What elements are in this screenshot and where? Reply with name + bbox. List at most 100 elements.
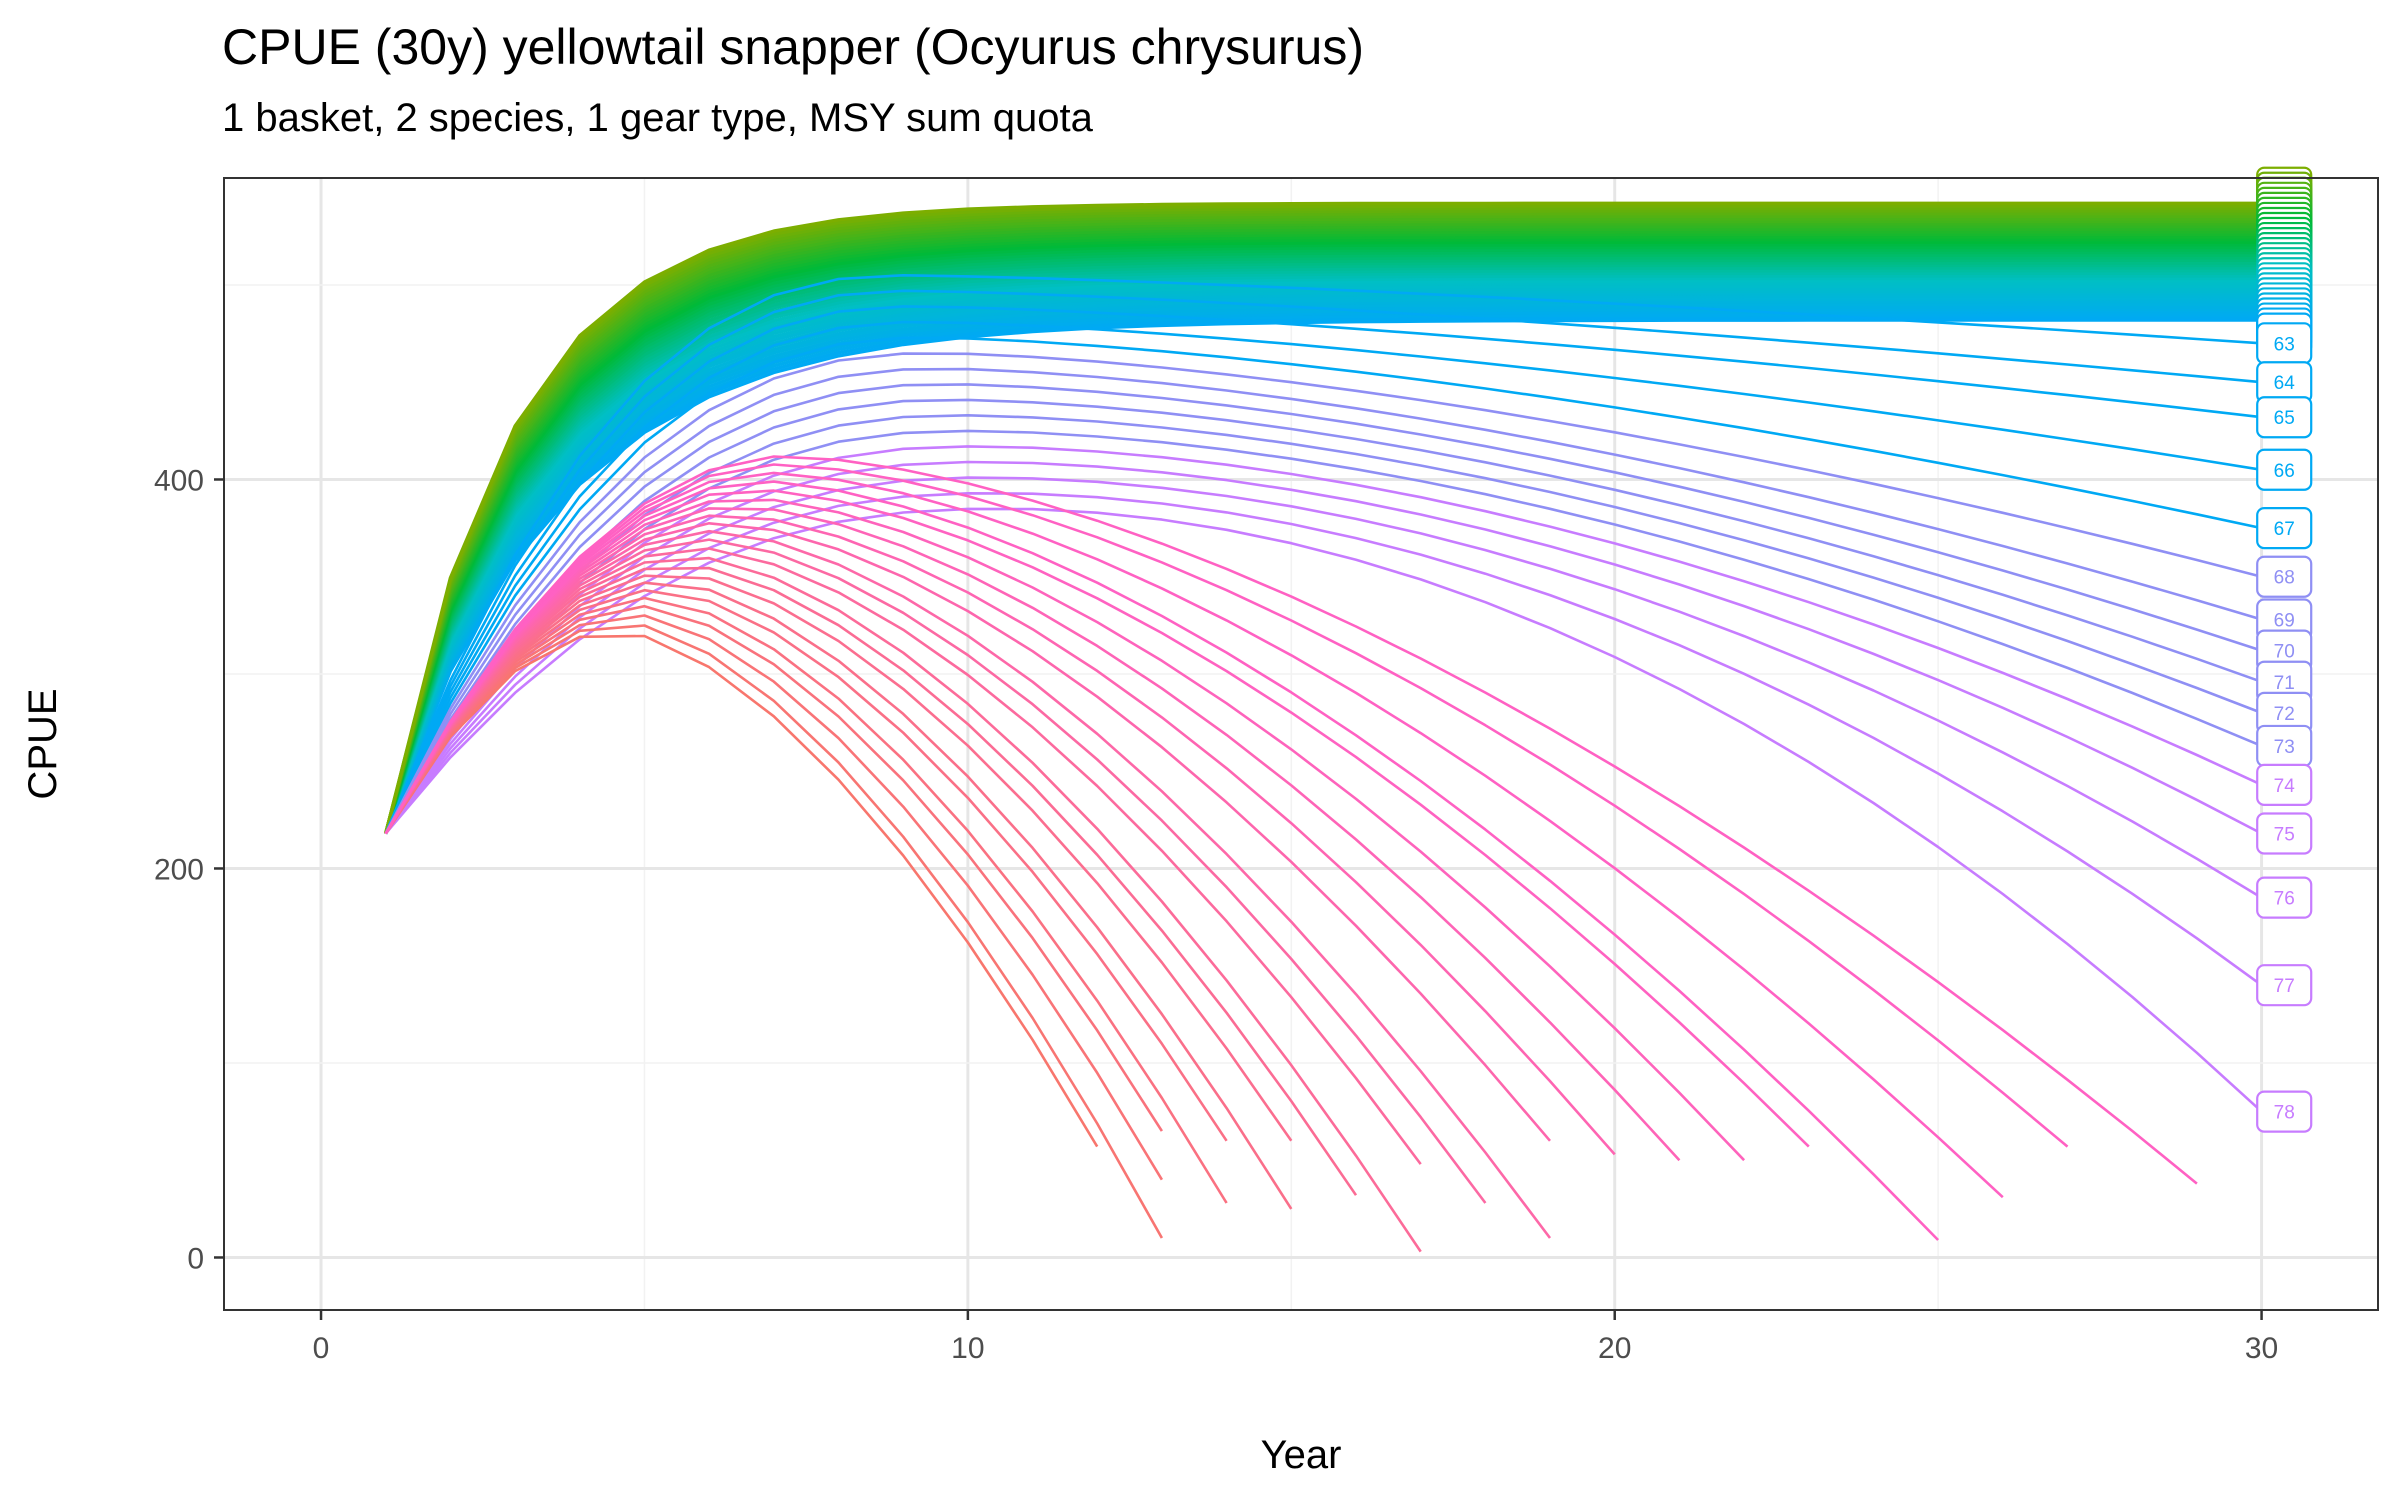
labeled-series-line [384,305,2262,835]
plateau-series-line [384,230,2262,834]
labeled-series-line [384,383,2263,835]
axis-layer: 0 10 20 30 0 200 400 [154,464,2278,1365]
labeled-series-line [384,352,2262,835]
end-label-text: 78 [2274,1103,2295,1124]
plateau-series-line [384,209,2262,834]
plateau-series-line [384,227,2262,834]
plateau-series-line [384,201,2262,834]
labeled-series-line [384,274,2262,835]
plateau-series-line [384,282,2262,835]
plateau-series-line [384,258,2262,835]
labeled-series-line [384,289,2262,835]
plateau-series-line [384,237,2262,834]
plateau-series-line [384,206,2262,834]
end-label-text: 74 [2274,776,2296,797]
plateau-series-line [384,256,2262,834]
plateau-series-line [384,240,2262,834]
end-label-text: 73 [2274,737,2295,758]
collapsing-series-line [384,614,1164,1181]
labeled-series-line [384,476,2263,899]
collapsing-series-line [384,529,1552,1239]
end-label-box [2256,876,2313,919]
plateau-series-line [384,248,2262,834]
y-tick-label: 0 [187,1242,204,1275]
end-label-text: 70 [2274,642,2295,663]
plateau-series-line [384,204,2262,834]
collapsing-series-line [384,538,1487,1204]
y-tick-label: 400 [154,464,204,497]
x-axis-title: Year [1261,1433,1342,1477]
end-label-text: 72 [2274,704,2295,725]
plateau-series-line [384,315,2262,835]
end-label-text: 76 [2274,889,2295,910]
end-label-box [2256,812,2313,855]
labeled-series-line [384,507,2263,1113]
end-label-text: 64 [2274,373,2296,394]
collapsing-series-line [384,556,1422,1253]
chart-title: CPUE (30y) yellowtail snapper (Ocyurus c… [222,19,1365,75]
end-label-box [2256,964,2313,1007]
labeled-series-line [384,445,2263,835]
x-tick-label: 30 [2245,1332,2278,1365]
labeled-series-line [384,320,2262,835]
x-tick-label: 0 [313,1332,330,1365]
labeled-series-line [384,336,2262,835]
end-label-box [2256,396,2313,439]
plateau-series-line [384,271,2262,835]
labeled-series-line [384,398,2263,835]
plateau-series-line [384,297,2262,835]
plateau-series-line [384,253,2262,834]
end-label-text: 65 [2274,408,2295,429]
end-label-text: 69 [2274,611,2295,632]
plateau-series-line [384,232,2262,834]
collapsing-series-line [384,566,1358,1196]
plateau-series-line [384,245,2262,834]
collapsing-series-line [384,489,1810,1148]
plateau-series-line [384,302,2262,835]
collapsing-series-line [384,455,2198,1185]
collapsing-series-line [384,588,1228,1142]
collapsing-series-line [384,604,1163,1132]
collapsing-series-line [384,547,1422,1165]
plateau-series-line [384,261,2262,835]
x-tick-label: 10 [951,1332,984,1365]
collapsing-series-line [384,498,1746,1162]
end-label-box [2256,1090,2313,1133]
labeled-series-line [384,492,2263,987]
chart-subtitle: 1 basket, 2 species, 1 gear type, MSY su… [222,96,1093,140]
plateau-series-line [384,310,2262,835]
collapsing-series-line [384,471,2004,1199]
plateau-series-line [384,222,2262,834]
end-label-text: 66 [2274,461,2295,482]
plateau-series-line [384,313,2262,835]
collapsing-series-line [384,514,1616,1156]
plateau-series-line [384,294,2262,835]
plateau-series-line [384,274,2262,835]
end-label-text: 77 [2274,976,2295,997]
collapsing-series-line [384,624,1164,1239]
end-label-text: 71 [2274,673,2295,694]
plateau-series-line [384,276,2262,835]
end-label-layer: 63 64 65 66 67 68 69 70 71 72 73 74 75 76 77 78 [2256,166,2313,1133]
end-label-text: 75 [2274,824,2295,845]
collapsing-series-line [384,507,1681,1162]
plateau-series-line [384,243,2262,834]
end-label-text: 63 [2274,334,2295,355]
plateau-series-line [384,212,2262,834]
labeled-series-line [384,429,2263,835]
x-tick-label: 20 [1598,1332,1631,1365]
collapsing-series-line [384,574,1293,1142]
plateau-series-line [384,250,2262,834]
plateau-series-line [384,307,2262,835]
series-layer [384,201,2263,1253]
plateau-series-line [384,224,2262,834]
plateau-series-line [384,214,2262,834]
end-label-text: 68 [2274,568,2295,589]
collapsing-series-line [384,634,1099,1148]
collapsing-series-line [384,596,1228,1204]
plateau-series-line [384,300,2262,835]
labeled-series-line [384,367,2262,835]
collapsing-series-line [384,463,2069,1148]
end-label-box [2256,763,2313,806]
